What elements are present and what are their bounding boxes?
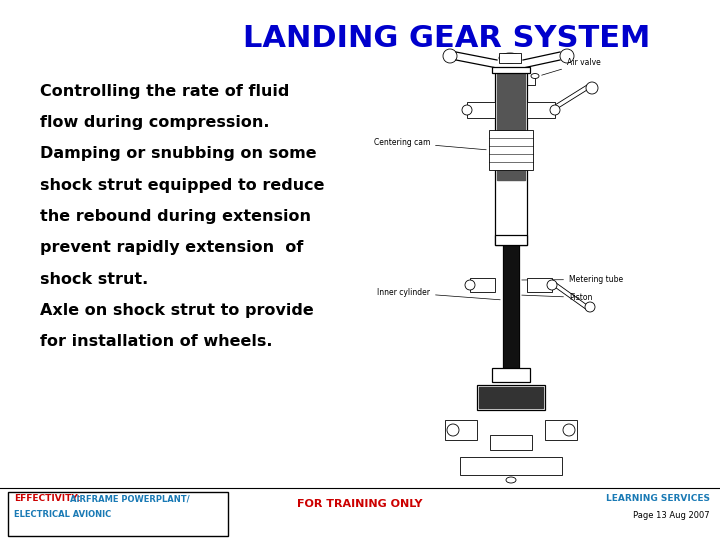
Text: Inner cylinder: Inner cylinder [377,288,500,300]
FancyBboxPatch shape [470,278,495,292]
Text: for installation of wheels.: for installation of wheels. [40,334,272,349]
Bar [504,240,518,370]
Text: shock strut equipped to reduce: shock strut equipped to reduce [40,178,324,193]
Ellipse shape [447,424,459,436]
Text: LEARNING SERVICES: LEARNING SERVICES [606,494,710,503]
Ellipse shape [465,280,475,290]
Text: Piston: Piston [522,293,593,302]
Bar [495,235,527,245]
Ellipse shape [462,105,472,115]
FancyBboxPatch shape [445,420,477,440]
Text: Air valve: Air valve [541,58,600,75]
Bar [492,67,530,73]
Text: LANDING GEAR SYSTEM: LANDING GEAR SYSTEM [243,24,650,53]
Bar [495,70,527,245]
FancyBboxPatch shape [467,102,495,118]
FancyBboxPatch shape [545,420,577,440]
FancyBboxPatch shape [527,278,552,292]
Text: Controlling the rate of fluid: Controlling the rate of fluid [40,84,289,99]
Ellipse shape [443,49,457,63]
Text: AIRFRAME POWERPLANT/: AIRFRAME POWERPLANT/ [70,494,189,503]
Text: the rebound during extension: the rebound during extension [40,209,310,224]
Text: ELECTRICAL AVIONIC: ELECTRICAL AVIONIC [14,510,112,519]
Bar [479,387,543,408]
Text: EFFECTIVITY:: EFFECTIVITY: [14,494,81,503]
Text: Page 13 Aug 2007: Page 13 Aug 2007 [634,511,710,520]
Ellipse shape [585,302,595,312]
Ellipse shape [499,53,521,63]
Bar [490,435,532,450]
Text: Axle on shock strut to provide: Axle on shock strut to provide [40,303,313,318]
Text: Metering tube: Metering tube [522,275,623,284]
Ellipse shape [550,105,560,115]
FancyBboxPatch shape [527,102,555,118]
Ellipse shape [586,82,598,94]
Text: prevent rapidly extension  of: prevent rapidly extension of [40,240,303,255]
Bar [477,385,545,410]
Text: flow during compression.: flow during compression. [40,115,269,130]
Ellipse shape [563,424,575,436]
Text: Damping or snubbing on some: Damping or snubbing on some [40,146,316,161]
Ellipse shape [547,280,557,290]
Bar [503,240,519,370]
Ellipse shape [531,73,539,78]
Ellipse shape [506,477,516,483]
Text: Centering cam: Centering cam [374,138,486,150]
Bar [492,368,530,382]
Bar [489,130,533,170]
Bar [460,457,562,475]
Bar [497,72,525,180]
Text: shock strut.: shock strut. [40,272,148,287]
Bar [499,53,521,63]
Text: FOR TRAINING ONLY: FOR TRAINING ONLY [297,499,423,509]
Ellipse shape [560,49,574,63]
Bar [8,492,228,536]
